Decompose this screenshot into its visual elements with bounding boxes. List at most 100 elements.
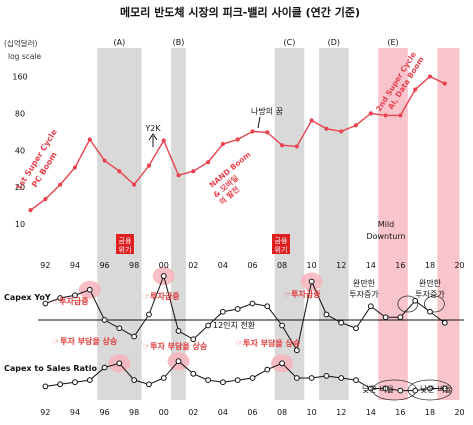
market-size-point-2013 — [353, 123, 359, 128]
market-size-point-2007 — [265, 130, 270, 135]
crisis-label-2a: 금융 — [275, 237, 288, 245]
x-tick-top-92: 92 — [40, 261, 50, 270]
capex-yoy-point-1994 — [72, 292, 78, 299]
capex-yoy-point-2005 — [234, 306, 241, 312]
capex-sales-line — [45, 360, 445, 392]
capex-yoy-label: Capex YoY — [4, 293, 51, 302]
x-tick-top-02: 02 — [188, 261, 198, 270]
market-size-point-1998 — [132, 182, 137, 187]
capex-sales-point-2012 — [338, 375, 345, 381]
capex-sales-point-2008 — [279, 360, 285, 367]
scale-note: log scale — [8, 52, 42, 61]
x-tick-bottom-94: 94 — [70, 408, 80, 417]
capex-yoy-point-2016 — [397, 314, 404, 321]
callout-burden-1: ☞투자 부담을 상승 — [53, 336, 118, 346]
crisis-label-1b: 위기 — [119, 245, 132, 254]
y2k-arrow-head — [148, 133, 158, 141]
capex-sales-point-2016 — [397, 387, 404, 394]
modest-circle-1 — [397, 295, 419, 313]
capex-sales-point-1996 — [101, 364, 108, 371]
phase-label-5: (E) — [387, 38, 398, 47]
market-size-point-1996 — [102, 158, 107, 163]
capex-yoy-point-2012 — [338, 319, 345, 326]
dream-label: 나방의 꿈 — [251, 106, 283, 116]
x-tick-top-96: 96 — [99, 261, 109, 270]
x-tick-top-20: 20 — [454, 261, 464, 270]
y2k-label: Y2K — [144, 124, 161, 133]
capex-sales-point-2003 — [205, 377, 212, 384]
capex-sales-point-2013 — [353, 377, 359, 384]
x-tick-bottom-10: 10 — [307, 408, 317, 417]
callout-modest-1b: 투자증가 — [349, 290, 379, 299]
x-tick-bottom-96: 96 — [99, 408, 109, 417]
x-tick-bottom-16: 16 — [395, 408, 405, 417]
callout-invest-surge-3: ☞투자급증 — [284, 289, 321, 299]
phase-label-2: (B) — [173, 38, 185, 47]
capex-yoy-point-1998 — [131, 333, 138, 340]
capex-yoy-point-2004 — [219, 308, 226, 315]
capex-yoy-point-1992 — [42, 300, 49, 307]
capex-sales-point-2005 — [234, 377, 241, 384]
mild-label-a: Mild — [378, 220, 394, 229]
capex-yoy-point-2000 — [160, 273, 167, 279]
capex-sales-point-1998 — [131, 377, 138, 384]
capex-yoy-point-2008 — [279, 322, 285, 329]
capex-yoy-point-2017 — [412, 297, 419, 304]
capex-sales-point-1994 — [72, 379, 78, 386]
market-size-point-2015 — [383, 113, 388, 118]
callout-invest-surge-2: ☞투자급증 — [143, 291, 180, 301]
modest-circle-2 — [424, 295, 445, 313]
x-tick-top-14: 14 — [366, 261, 376, 270]
chart-title: 메모리 반도체 시장의 피크-밸리 사이클 (연간 기준) — [120, 5, 360, 19]
capex-yoy-point-2010 — [308, 278, 315, 285]
capex-yoy-point-2018 — [427, 308, 433, 315]
market-size-point-2014 — [368, 111, 373, 116]
market-size-point-2011 — [324, 126, 329, 131]
capex-yoy-point-1997 — [116, 325, 123, 332]
capex-yoy-point-2015 — [382, 314, 389, 321]
capex-yoy-point-2007 — [264, 303, 271, 310]
x-tick-top-16: 16 — [395, 261, 405, 270]
dream-arrow — [257, 116, 261, 129]
market-size-point-2000 — [161, 138, 166, 143]
market-size-point-2003 — [206, 160, 211, 165]
capex-sales-point-2002 — [190, 370, 197, 377]
market-size-point-1992 — [43, 196, 48, 202]
callout-wafer: 12인치 전환 — [213, 320, 256, 330]
capex-yoy-point-1993 — [57, 295, 64, 301]
crisis-label-2b: 위기 — [275, 245, 288, 254]
capex-sales-point-2009 — [293, 375, 300, 381]
capex-sales-point-1995 — [86, 377, 93, 384]
market-size-point-1995 — [87, 137, 92, 142]
capex-sales-point-1997 — [116, 360, 123, 367]
low-ratio-circle-2 — [407, 379, 453, 401]
x-tick-top-98: 98 — [129, 261, 139, 270]
capex-sales-point-2019 — [441, 385, 448, 392]
x-tick-bottom-14: 14 — [366, 408, 376, 417]
capex-yoy-point-2006 — [249, 300, 256, 307]
callout-modest-1a: 완만한 — [353, 279, 376, 288]
capex-sales-point-2014 — [367, 385, 374, 392]
capex-yoy-point-2013 — [353, 325, 359, 332]
phase-label-3: (C) — [284, 38, 296, 47]
callout-burden-3: ☞투자 부담을 상승 — [236, 338, 301, 348]
capex-yoy-point-2003 — [205, 322, 212, 329]
phase-band-4 — [319, 48, 349, 400]
capex-sales-point-2006 — [249, 375, 256, 381]
x-tick-bottom-18: 18 — [425, 408, 435, 417]
market-size-point-2012 — [339, 129, 344, 134]
capex-yoy-point-1995 — [86, 286, 93, 293]
capex-sales-point-2010 — [308, 375, 315, 381]
x-tick-top-10: 10 — [307, 261, 317, 270]
market-size-point-1994 — [72, 165, 78, 170]
x-tick-top-12: 12 — [336, 261, 346, 270]
capex-sales-point-1999 — [146, 381, 152, 388]
market-size-point-1991 — [28, 208, 33, 213]
x-tick-top-04: 04 — [218, 261, 228, 270]
x-tick-bottom-20: 20 — [454, 408, 464, 417]
phase-band-3 — [274, 48, 305, 400]
market-size-point-2018 — [427, 74, 433, 79]
x-tick-top-06: 06 — [247, 261, 257, 270]
